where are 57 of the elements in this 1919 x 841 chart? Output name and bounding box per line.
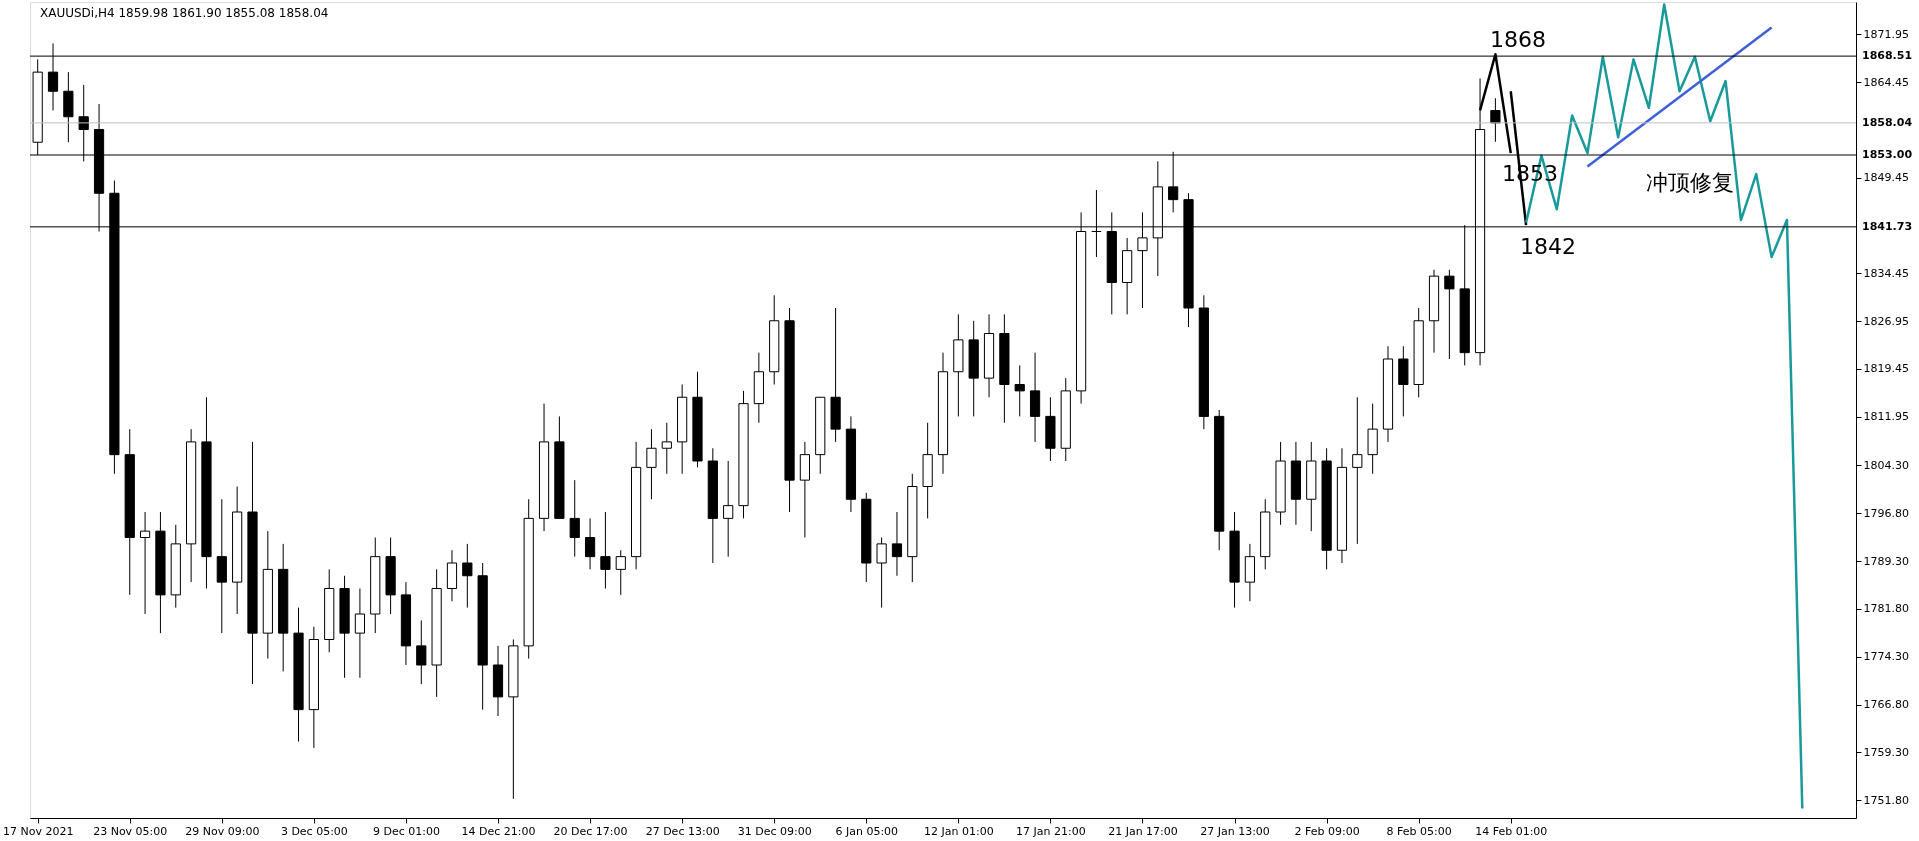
- candlestick: [1352, 396, 1363, 545]
- ref-line-label: 1853.00: [1862, 148, 1913, 161]
- x-tick-label: 21 Jan 17:00: [1108, 824, 1178, 838]
- y-tick-label: 1871.95: [1863, 27, 1909, 41]
- x-tick-label: 27 Jan 13:00: [1200, 824, 1270, 838]
- x-tick-label: 3 Dec 05:00: [280, 824, 348, 838]
- y-tick-label: 1811.95: [1863, 410, 1909, 424]
- x-tick-label: 23 Nov 05:00: [93, 824, 168, 838]
- x-tick-label: 14 Feb 01:00: [1475, 824, 1548, 838]
- x-tick-label: 6 Jan 05:00: [835, 824, 899, 838]
- chart-title: XAUUSDi,H4 1859.98 1861.90 1855.08 1858.04: [40, 6, 329, 20]
- x-tick-label: 8 Feb 05:00: [1386, 824, 1452, 838]
- y-tick-label: 1804.30: [1863, 458, 1909, 472]
- y-tick-label: 1849.45: [1863, 171, 1909, 185]
- y-tick-label: 1781.80: [1863, 602, 1909, 616]
- ref-line-label: 1841.73: [1862, 219, 1913, 233]
- x-tick-label: 2 Feb 09:00: [1294, 824, 1360, 838]
- x-tick-label: 31 Dec 09:00: [737, 824, 812, 838]
- candlestick: [354, 588, 366, 679]
- ref-line-label: 1858.04: [1862, 115, 1913, 129]
- x-tick-label: 17 Nov 2021: [2, 824, 74, 838]
- x-tick-label: 29 Nov 09:00: [185, 824, 260, 838]
- x-tick-label: 12 Jan 01:00: [924, 824, 994, 838]
- candlestick: [600, 511, 611, 589]
- candlestick: [569, 479, 580, 558]
- x-tick-label: 14 Dec 21:00: [461, 824, 536, 838]
- candlestick: [584, 517, 596, 570]
- y-tick-label: 1819.45: [1863, 362, 1909, 376]
- candlestick: [139, 511, 151, 615]
- candlestick: [723, 460, 734, 558]
- ref-line-label: 1868.51: [1862, 49, 1913, 63]
- x-tick-label: 27 Dec 13:00: [645, 824, 720, 838]
- candlestick: [891, 511, 903, 577]
- candlestick: [462, 543, 473, 609]
- y-tick-label: 1834.45: [1863, 266, 1909, 280]
- y-tick-label: 1759.30: [1863, 745, 1909, 759]
- x-tick-label: 20 Dec 17:00: [553, 824, 628, 838]
- candlestick: [1490, 97, 1501, 143]
- candlestick: [1014, 364, 1025, 417]
- candlestick: [646, 428, 657, 500]
- annotation: 冲顶修复: [1646, 170, 1734, 195]
- y-tick-label: 1864.45: [1863, 75, 1909, 89]
- x-tick-label: 17 Jan 21:00: [1016, 824, 1086, 838]
- y-tick-label: 1789.30: [1863, 554, 1909, 568]
- candlestick: [876, 537, 887, 609]
- candlestick: [615, 549, 626, 596]
- y-tick-label: 1796.80: [1863, 506, 1909, 520]
- candlestick: [661, 422, 672, 475]
- y-tick-label: 1751.80: [1863, 793, 1909, 807]
- candlestick: [416, 619, 427, 685]
- y-tick-label: 1826.95: [1863, 314, 1909, 328]
- annotation: 1842: [1520, 234, 1576, 259]
- y-tick-label: 1774.30: [1863, 650, 1909, 664]
- y-tick-label: 1766.80: [1863, 698, 1909, 712]
- x-tick-label: 9 Dec 01:00: [372, 824, 440, 838]
- annotation: 1868: [1490, 27, 1546, 52]
- candlestick: [1444, 269, 1455, 360]
